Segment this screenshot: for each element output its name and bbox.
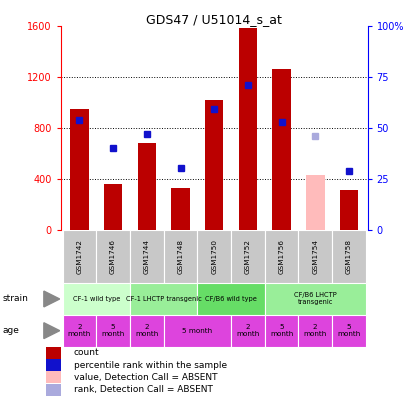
Text: 5
month: 5 month bbox=[337, 324, 361, 337]
Bar bbox=[63, 283, 130, 315]
Bar bbox=[46, 359, 61, 371]
Bar bbox=[205, 100, 223, 230]
Text: GSM1744: GSM1744 bbox=[144, 239, 150, 274]
Bar bbox=[46, 371, 61, 383]
Text: CF/B6 LHCTP
transgenic: CF/B6 LHCTP transgenic bbox=[294, 293, 337, 305]
Text: GSM1750: GSM1750 bbox=[211, 239, 217, 274]
Bar bbox=[231, 230, 265, 283]
Bar bbox=[63, 315, 96, 346]
Bar bbox=[104, 184, 122, 230]
Title: GDS47 / U51014_s_at: GDS47 / U51014_s_at bbox=[146, 13, 282, 26]
Text: 2
month: 2 month bbox=[236, 324, 260, 337]
Text: GSM1754: GSM1754 bbox=[312, 239, 318, 274]
Bar bbox=[239, 28, 257, 230]
Text: GSM1758: GSM1758 bbox=[346, 239, 352, 274]
Text: strain: strain bbox=[2, 295, 28, 303]
Bar bbox=[164, 315, 231, 346]
Bar bbox=[96, 315, 130, 346]
Text: 2
month: 2 month bbox=[135, 324, 158, 337]
Bar bbox=[130, 315, 164, 346]
Bar bbox=[332, 315, 366, 346]
Bar bbox=[96, 230, 130, 283]
Text: GSM1756: GSM1756 bbox=[278, 239, 285, 274]
Bar bbox=[138, 143, 156, 230]
Bar bbox=[299, 315, 332, 346]
Bar bbox=[171, 188, 190, 230]
Polygon shape bbox=[44, 323, 60, 339]
Text: CF-1 LHCTP transgenic: CF-1 LHCTP transgenic bbox=[126, 296, 202, 302]
Bar bbox=[340, 190, 358, 230]
Text: GSM1748: GSM1748 bbox=[178, 239, 184, 274]
Polygon shape bbox=[44, 291, 60, 307]
Text: 2
month: 2 month bbox=[304, 324, 327, 337]
Bar bbox=[63, 230, 96, 283]
Text: percentile rank within the sample: percentile rank within the sample bbox=[74, 361, 227, 369]
Bar bbox=[197, 283, 265, 315]
Text: count: count bbox=[74, 348, 99, 357]
Text: age: age bbox=[2, 326, 19, 335]
Bar bbox=[197, 230, 231, 283]
Text: 5
month: 5 month bbox=[270, 324, 293, 337]
Text: 5
month: 5 month bbox=[102, 324, 125, 337]
Bar bbox=[265, 230, 299, 283]
Text: value, Detection Call = ABSENT: value, Detection Call = ABSENT bbox=[74, 373, 217, 382]
Bar bbox=[272, 69, 291, 230]
Text: GSM1742: GSM1742 bbox=[76, 239, 82, 274]
Bar bbox=[130, 230, 164, 283]
Text: 5 month: 5 month bbox=[182, 327, 213, 334]
Bar bbox=[231, 315, 265, 346]
Bar bbox=[130, 283, 197, 315]
Bar bbox=[164, 230, 197, 283]
Text: CF/B6 wild type: CF/B6 wild type bbox=[205, 296, 257, 302]
Text: CF-1 wild type: CF-1 wild type bbox=[73, 296, 120, 302]
Bar bbox=[265, 283, 366, 315]
Bar bbox=[306, 175, 325, 230]
Bar bbox=[332, 230, 366, 283]
Bar bbox=[265, 315, 299, 346]
Bar bbox=[70, 109, 89, 230]
Bar bbox=[46, 347, 61, 359]
Text: GSM1746: GSM1746 bbox=[110, 239, 116, 274]
Text: 2
month: 2 month bbox=[68, 324, 91, 337]
Text: rank, Detection Call = ABSENT: rank, Detection Call = ABSENT bbox=[74, 385, 213, 394]
Bar bbox=[46, 384, 61, 396]
Text: GSM1752: GSM1752 bbox=[245, 239, 251, 274]
Bar bbox=[299, 230, 332, 283]
